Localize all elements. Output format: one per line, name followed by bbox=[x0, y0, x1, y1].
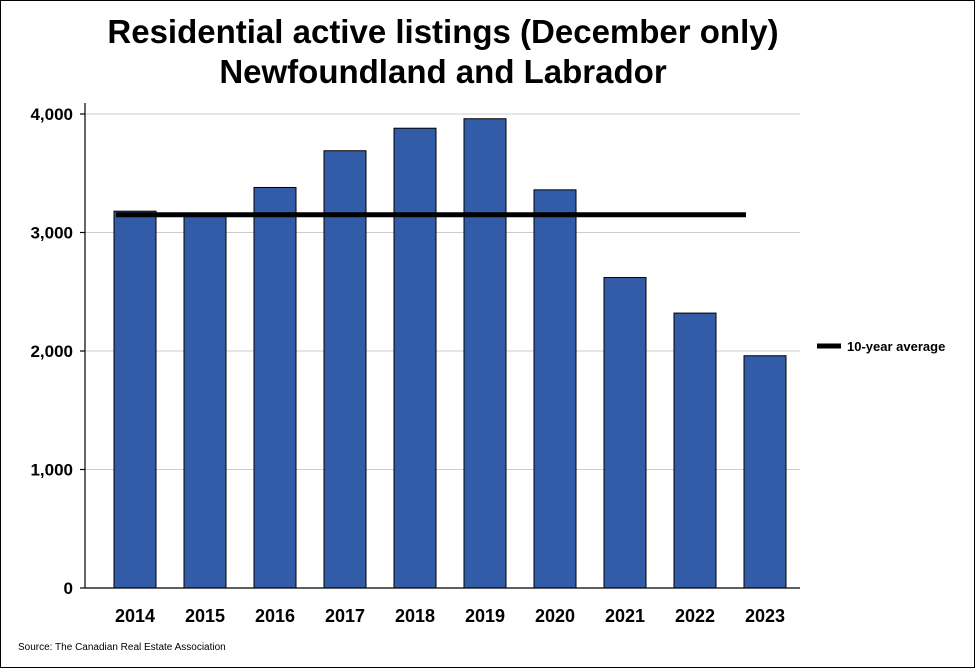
x-tick-label: 2021 bbox=[605, 606, 645, 626]
bar-2021 bbox=[603, 277, 647, 589]
x-tick-label: 2016 bbox=[255, 606, 295, 626]
bar-2020 bbox=[533, 189, 577, 589]
x-tick-label: 2019 bbox=[465, 606, 505, 626]
y-tick-label: 2,000 bbox=[30, 342, 73, 361]
x-tick-label: 2020 bbox=[535, 606, 575, 626]
y-tick-label: 0 bbox=[64, 579, 73, 598]
bar-2016 bbox=[253, 186, 297, 589]
source-note: Source: The Canadian Real Estate Associa… bbox=[18, 642, 226, 653]
bar-2023 bbox=[743, 355, 787, 589]
axes bbox=[80, 103, 800, 589]
x-tick-label: 2023 bbox=[745, 606, 785, 626]
x-tick-label: 2018 bbox=[395, 606, 435, 626]
bar-2022 bbox=[673, 312, 717, 589]
y-tick-label: 4,000 bbox=[30, 105, 73, 124]
chart-subtitle: Newfoundland and Labrador bbox=[219, 53, 667, 90]
bars bbox=[113, 118, 787, 589]
y-tick-labels: 0 1,000 2,000 3,000 4,000 bbox=[30, 105, 73, 598]
x-tick-label: 2022 bbox=[675, 606, 715, 626]
x-tick-labels: 2014 2015 2016 2017 2018 2019 2020 2021 2022 2023 bbox=[115, 606, 785, 626]
y-tick-label: 1,000 bbox=[30, 461, 73, 480]
bar-2015 bbox=[183, 214, 227, 589]
x-tick-label: 2015 bbox=[185, 606, 225, 626]
chart-title: Residential active listings (December on… bbox=[107, 13, 779, 50]
y-tick-label: 3,000 bbox=[30, 224, 73, 243]
bar-2017 bbox=[323, 150, 367, 589]
legend-label: 10-year average bbox=[847, 339, 945, 354]
legend: 10-year average bbox=[817, 339, 945, 354]
bar-2014 bbox=[113, 210, 157, 589]
x-tick-label: 2014 bbox=[115, 606, 155, 626]
x-tick-label: 2017 bbox=[325, 606, 365, 626]
bar-2019 bbox=[463, 118, 507, 589]
bar-2018 bbox=[393, 127, 437, 589]
